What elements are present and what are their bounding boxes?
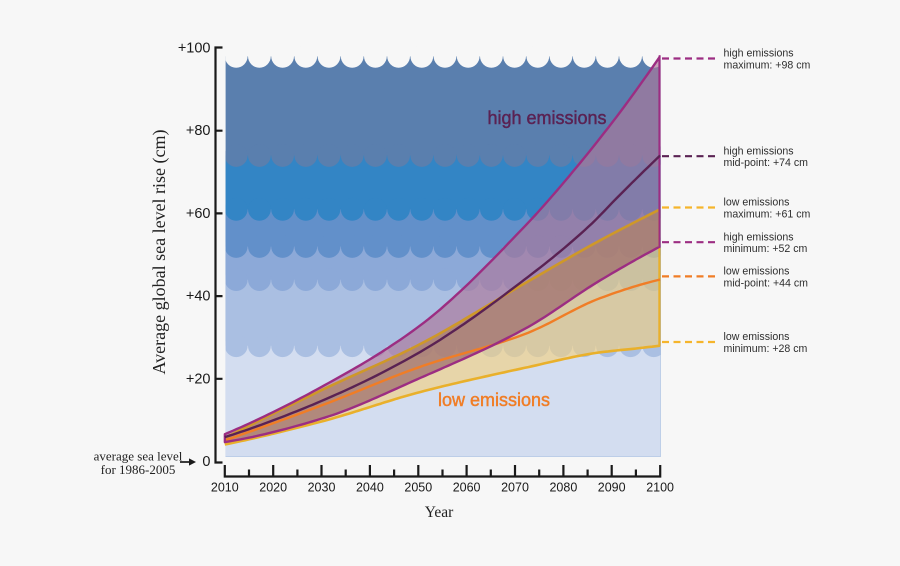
svg-text:0: 0: [202, 454, 210, 470]
svg-text:+20: +20: [186, 371, 211, 387]
svg-text:low emissions: low emissions: [724, 331, 790, 343]
svg-text:low emissions: low emissions: [724, 266, 790, 278]
svg-text:average sea level: average sea level: [94, 449, 183, 464]
svg-text:low emissions: low emissions: [438, 390, 550, 410]
svg-text:high emissions: high emissions: [724, 48, 794, 60]
svg-text:mid-point: +74 cm: mid-point: +74 cm: [724, 157, 809, 169]
svg-text:high emissions: high emissions: [724, 231, 794, 243]
svg-text:minimum: +28 cm: minimum: +28 cm: [724, 343, 808, 355]
svg-text:+60: +60: [186, 206, 211, 222]
svg-text:2040: 2040: [356, 480, 384, 494]
svg-text:high emissions: high emissions: [487, 108, 606, 128]
svg-text:+40: +40: [186, 289, 211, 305]
svg-text:Year: Year: [425, 504, 454, 521]
svg-text:maximum: +61 cm: maximum: +61 cm: [724, 209, 811, 221]
svg-text:+100: +100: [178, 41, 211, 57]
svg-text:Average global sea level rise: Average global sea level rise (cm): [149, 129, 170, 374]
svg-text:2070: 2070: [501, 480, 529, 494]
svg-text:2100: 2100: [646, 480, 674, 494]
svg-text:2050: 2050: [404, 480, 432, 494]
svg-text:2080: 2080: [549, 480, 577, 494]
svg-text:2010: 2010: [211, 480, 239, 494]
svg-text:2090: 2090: [598, 480, 626, 494]
svg-text:for 1986-2005: for 1986-2005: [101, 462, 176, 477]
svg-text:low emissions: low emissions: [724, 197, 790, 209]
svg-text:2020: 2020: [259, 480, 287, 494]
svg-text:+80: +80: [186, 123, 211, 139]
svg-text:2060: 2060: [453, 480, 481, 494]
svg-text:maximum: +98 cm: maximum: +98 cm: [724, 60, 811, 72]
svg-text:high emissions: high emissions: [724, 145, 794, 157]
svg-text:minimum: +52 cm: minimum: +52 cm: [724, 243, 808, 255]
svg-text:2030: 2030: [308, 480, 336, 494]
svg-text:mid-point: +44 cm: mid-point: +44 cm: [724, 277, 809, 289]
